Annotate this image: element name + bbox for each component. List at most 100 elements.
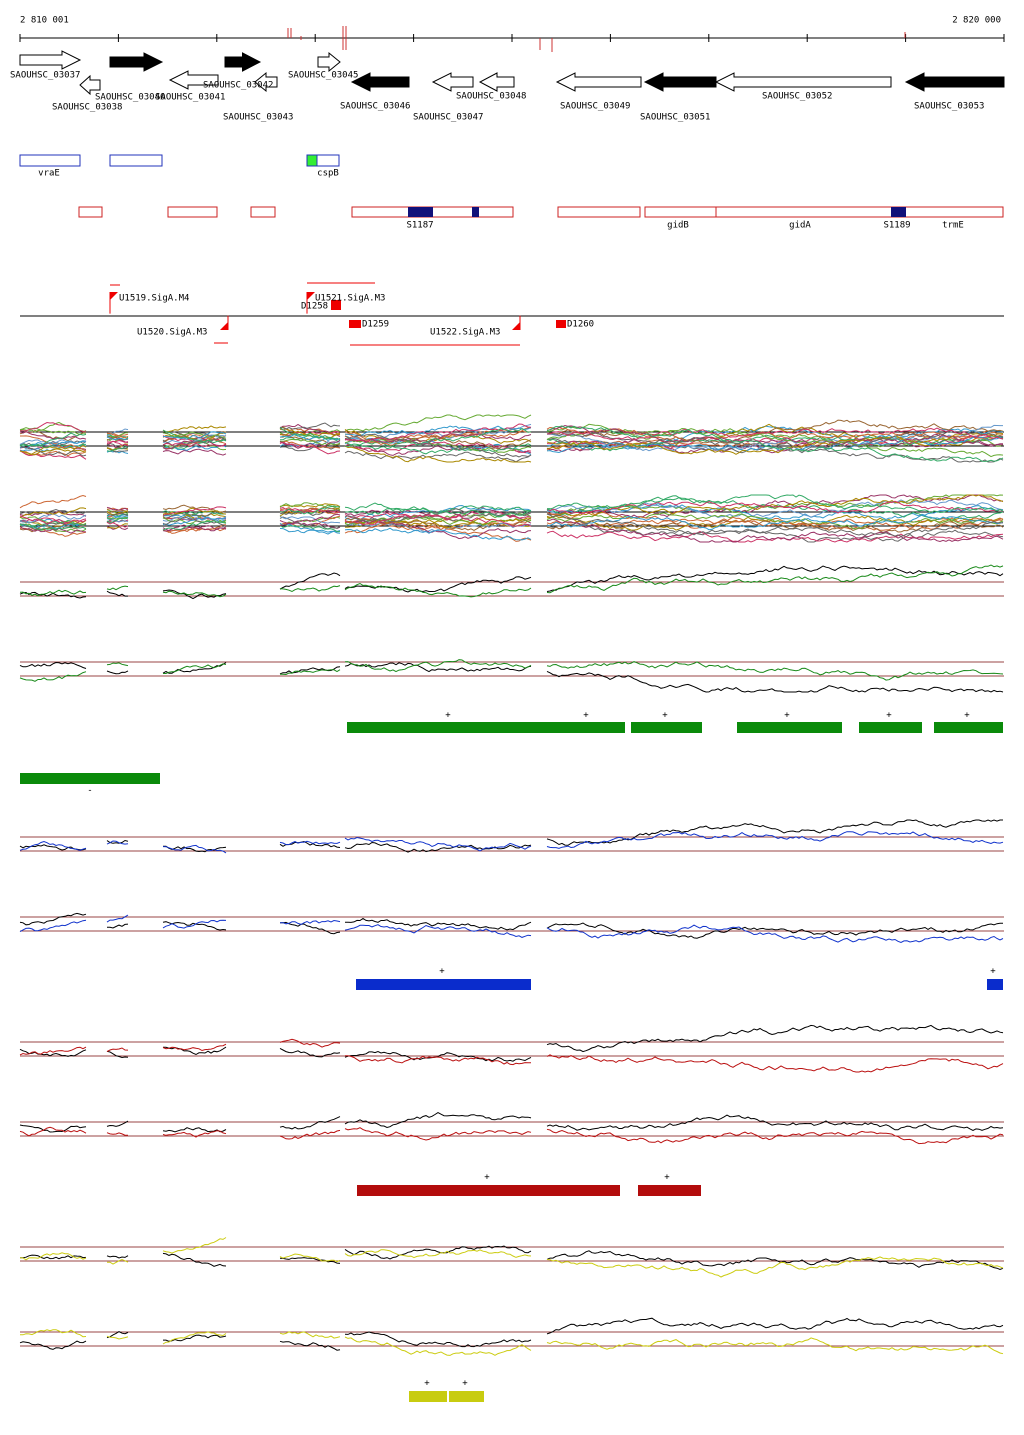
signal-bar bbox=[20, 773, 160, 784]
trace bbox=[279, 516, 341, 530]
strand-sign: + bbox=[964, 711, 970, 721]
trace bbox=[546, 1024, 1004, 1053]
trace bbox=[344, 1055, 531, 1066]
region-fill bbox=[408, 207, 433, 217]
trace bbox=[279, 528, 341, 534]
trace bbox=[344, 1336, 532, 1356]
gene-label: SAOUHSC_03042 bbox=[203, 81, 273, 91]
promoter-box bbox=[349, 320, 361, 328]
gene-label: SAOUHSC_03041 bbox=[155, 93, 225, 103]
trace bbox=[344, 505, 532, 515]
strand-sign: + bbox=[462, 1379, 468, 1389]
trace bbox=[279, 919, 341, 925]
gene-arrow bbox=[643, 72, 717, 92]
promoter-box bbox=[556, 320, 566, 328]
trace bbox=[344, 1249, 532, 1259]
gene-label: SAOUHSC_03045 bbox=[288, 71, 358, 81]
trace bbox=[546, 1114, 1004, 1131]
trace bbox=[163, 663, 227, 674]
trace bbox=[279, 1047, 341, 1058]
trace bbox=[19, 1126, 87, 1137]
trace bbox=[279, 422, 341, 430]
gene-label: SAOUHSC_03049 bbox=[560, 102, 630, 112]
signal-bar bbox=[859, 722, 922, 733]
trace bbox=[344, 513, 532, 527]
strand-sign: + bbox=[664, 1173, 670, 1183]
trace bbox=[344, 433, 532, 458]
gene-arrow bbox=[79, 74, 101, 96]
trace bbox=[19, 450, 87, 460]
trace bbox=[546, 661, 1004, 681]
trace bbox=[546, 434, 1004, 452]
trace bbox=[19, 430, 87, 440]
trace bbox=[106, 1132, 128, 1136]
trace bbox=[344, 1127, 532, 1141]
trace bbox=[546, 819, 1003, 846]
gene-label: SAOUHSC_03051 bbox=[640, 113, 710, 123]
trace bbox=[106, 585, 129, 591]
gene-label: SAOUHSC_03053 bbox=[914, 102, 984, 112]
trace bbox=[162, 1046, 227, 1056]
region-box bbox=[715, 206, 1004, 218]
trace bbox=[279, 433, 341, 441]
trace bbox=[279, 572, 341, 590]
trace bbox=[344, 836, 532, 852]
trace bbox=[279, 1129, 341, 1140]
feature-label: vraE bbox=[38, 169, 60, 179]
trace bbox=[106, 914, 129, 923]
strand-sign: + bbox=[990, 967, 996, 977]
trace bbox=[162, 516, 227, 522]
trace bbox=[162, 1252, 227, 1267]
signal-bar bbox=[347, 722, 625, 733]
trace bbox=[162, 516, 227, 527]
promoter-label: D1258 bbox=[301, 302, 328, 312]
trace bbox=[546, 513, 1004, 537]
gene-label: SAOUHSC_03048 bbox=[456, 92, 526, 102]
strand-sign: + bbox=[784, 711, 790, 721]
trace bbox=[279, 423, 341, 437]
trace bbox=[279, 666, 341, 675]
gene-arrow bbox=[904, 72, 1005, 92]
gene-label: SAOUHSC_03038 bbox=[52, 103, 122, 113]
strand-sign: + bbox=[439, 967, 445, 977]
feature-box bbox=[109, 154, 163, 167]
trace bbox=[19, 589, 87, 597]
promoter-label: U1522.SigA.M3 bbox=[430, 328, 500, 338]
region-label: gidA bbox=[789, 221, 811, 231]
trace bbox=[546, 426, 1004, 442]
trace bbox=[546, 922, 1004, 939]
strand-sign: + bbox=[583, 711, 589, 721]
trace bbox=[546, 518, 1004, 543]
trace bbox=[106, 439, 129, 443]
trace bbox=[344, 662, 532, 673]
region-fill bbox=[891, 207, 906, 217]
trace bbox=[106, 442, 129, 450]
trace bbox=[344, 1331, 532, 1348]
trace bbox=[546, 425, 1004, 450]
trace bbox=[546, 1054, 1004, 1073]
trace bbox=[162, 434, 227, 446]
trace bbox=[106, 436, 129, 441]
trace bbox=[106, 1335, 129, 1340]
trace bbox=[19, 1124, 87, 1133]
trace bbox=[279, 505, 341, 515]
trace bbox=[162, 448, 227, 456]
trace bbox=[162, 506, 227, 517]
trace bbox=[546, 494, 1004, 518]
trace bbox=[344, 502, 532, 518]
trace bbox=[162, 431, 227, 439]
trace bbox=[106, 523, 129, 529]
trace bbox=[344, 1112, 532, 1129]
trace bbox=[162, 442, 227, 448]
trace bbox=[106, 509, 129, 514]
trace bbox=[19, 1046, 87, 1056]
strand-sign: + bbox=[424, 1379, 430, 1389]
strand-sign: + bbox=[484, 1173, 490, 1183]
promoter-label: U1520.SigA.M3 bbox=[137, 328, 207, 338]
signal-bar bbox=[987, 979, 1003, 990]
trace bbox=[162, 429, 227, 444]
trace bbox=[344, 425, 532, 437]
trace bbox=[279, 1257, 341, 1264]
trace bbox=[546, 565, 1004, 592]
trace bbox=[345, 427, 532, 446]
